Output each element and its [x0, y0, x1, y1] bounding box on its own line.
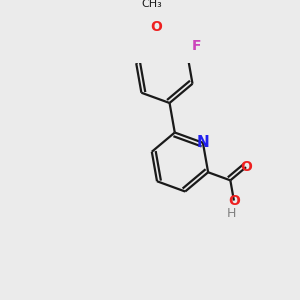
Text: N: N — [196, 135, 209, 150]
Text: F: F — [192, 39, 202, 53]
Text: O: O — [228, 194, 240, 208]
Text: H: H — [227, 207, 237, 220]
Text: O: O — [150, 20, 162, 34]
Text: CH₃: CH₃ — [142, 0, 162, 9]
Text: O: O — [240, 160, 252, 174]
